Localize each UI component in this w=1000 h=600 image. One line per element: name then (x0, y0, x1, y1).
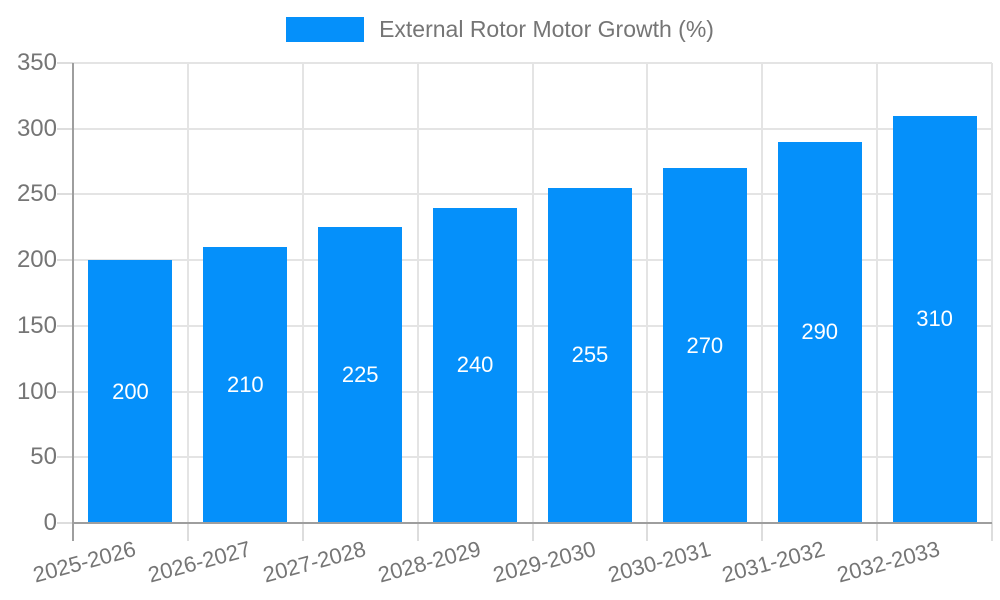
y-tick-label: 350 (16, 49, 57, 76)
y-tick-label: 100 (16, 377, 57, 405)
legend[interactable]: External Rotor Motor Growth (%) (0, 16, 1000, 43)
x-tick-label: 2032-2033 (834, 536, 943, 588)
bar[interactable]: 255 (547, 187, 632, 523)
vertical-gridline (876, 63, 879, 523)
y-axis-tick (57, 127, 73, 130)
vertical-gridline (186, 63, 189, 523)
x-axis-tick (646, 523, 649, 541)
y-axis-tick (57, 522, 73, 524)
y-tick-label: 250 (16, 180, 57, 208)
x-axis-tick (186, 523, 189, 541)
y-tick-label: 300 (16, 114, 57, 142)
x-axis-tick (531, 523, 534, 541)
bar-value-label: 210 (226, 372, 264, 397)
x-tick-label: 2029-2030 (490, 536, 599, 588)
y-axis-tick (57, 62, 73, 64)
vertical-gridline (991, 63, 993, 523)
x-tick-label: 2027-2028 (260, 536, 369, 588)
x-tick-label: 2025-2026 (30, 536, 139, 588)
bar[interactable]: 310 (892, 115, 977, 523)
bar-value-label: 290 (801, 319, 839, 345)
y-tick-label: 50 (30, 443, 57, 471)
vertical-gridline (531, 63, 534, 523)
y-axis-line (72, 63, 74, 541)
x-axis-tick (416, 523, 419, 541)
y-axis-tick (57, 324, 73, 327)
bar[interactable]: 200 (88, 260, 173, 523)
y-tick-label: 150 (16, 311, 57, 339)
legend-swatch-icon (286, 17, 365, 42)
x-tick-label: 2031-2032 (719, 536, 828, 588)
bar[interactable]: 225 (318, 227, 403, 523)
x-axis-tick (761, 523, 764, 541)
x-axis-tick (876, 523, 879, 541)
bar[interactable]: 210 (203, 247, 288, 523)
bar-value-label: 200 (112, 378, 149, 404)
bar-value-label: 225 (341, 362, 379, 388)
vertical-gridline (646, 63, 649, 523)
y-axis-tick (57, 390, 73, 393)
bar-value-label: 255 (571, 342, 609, 368)
x-axis-line (73, 522, 992, 524)
legend-label: External Rotor Motor Growth (%) (379, 16, 714, 42)
bar-value-label: 310 (916, 306, 953, 332)
x-tick-label: 2026-2027 (145, 536, 254, 588)
y-axis-tick (57, 456, 73, 459)
x-axis-tick (991, 523, 993, 541)
y-axis-tick (57, 193, 73, 196)
x-axis-tick (301, 523, 304, 541)
bar-value-label: 270 (686, 332, 724, 358)
x-tick-label: 2028-2029 (375, 536, 484, 588)
x-tick-label: 2030-2031 (604, 536, 714, 588)
bar[interactable]: 270 (662, 168, 747, 523)
vertical-gridline (301, 63, 304, 523)
bar[interactable]: 240 (433, 207, 518, 523)
vertical-gridline (761, 63, 764, 523)
y-tick-label: 0 (43, 509, 57, 536)
bar[interactable]: 290 (777, 141, 862, 523)
bar-value-label: 240 (456, 352, 494, 378)
y-axis-tick (57, 259, 73, 262)
vertical-gridline (416, 63, 419, 523)
y-tick-label: 200 (16, 246, 57, 274)
